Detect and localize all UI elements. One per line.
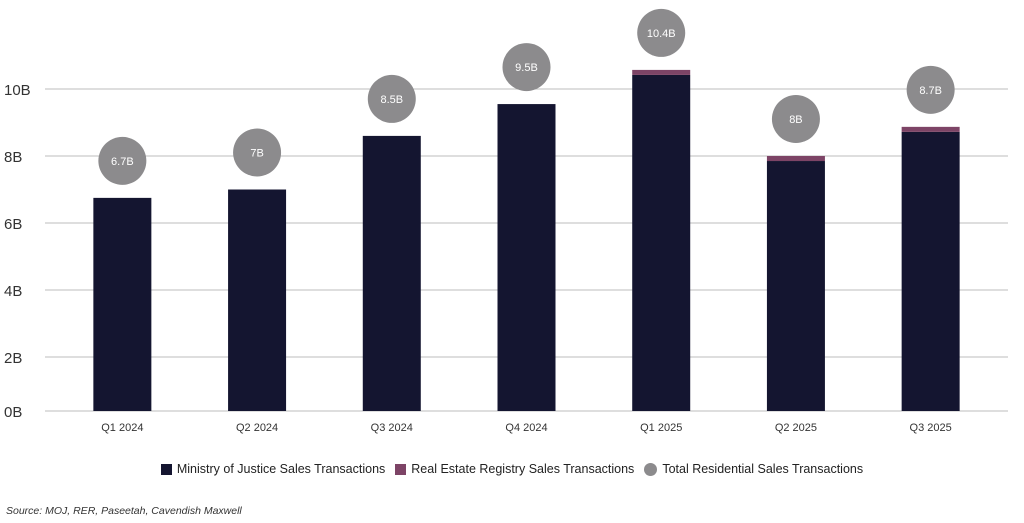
legend-item-moj[interactable]: Ministry of Justice Sales Transactions <box>160 462 386 476</box>
bar-moj <box>766 161 825 411</box>
legend: Ministry of Justice Sales Transactions R… <box>0 462 1024 476</box>
x-tick-label: Q3 2025 <box>910 422 952 434</box>
total-bubble <box>233 128 282 177</box>
y-tick-label: 10B <box>4 82 31 99</box>
y-tick-label: 2B <box>4 350 22 367</box>
y-tick-label: 0B <box>4 404 22 421</box>
bar-moj <box>362 135 421 411</box>
x-tick-label: Q3 2024 <box>371 422 413 434</box>
total-bubble <box>502 43 551 92</box>
total-label: 6.7B <box>111 156 134 168</box>
total-bubble <box>771 95 820 143</box>
bar-moj <box>228 189 287 411</box>
total-label: 8B <box>789 114 802 126</box>
total-bubble <box>98 136 147 185</box>
source-note: Source: MOJ, RER, Paseetah, Cavendish Ma… <box>6 505 242 517</box>
legend-label: Total Residential Sales Transactions <box>662 462 864 476</box>
x-tick-label: Q2 2025 <box>775 422 817 434</box>
legend-item-rer[interactable]: Real Estate Registry Sales Transactions <box>395 462 634 476</box>
bar-moj <box>93 197 152 411</box>
total-label: 10.4B <box>647 28 676 40</box>
legend-swatch-moj <box>160 463 172 475</box>
bar-rer <box>766 156 825 162</box>
y-tick-label: 6B <box>4 216 22 233</box>
bar-rer <box>632 69 691 75</box>
bar-moj <box>901 131 960 411</box>
y-tick-label: 4B <box>4 283 22 300</box>
bar-rer <box>901 126 960 132</box>
x-tick-label: Q2 2024 <box>236 422 278 434</box>
total-bubble <box>637 8 686 57</box>
bar-moj <box>632 74 691 412</box>
bar-moj <box>497 104 556 411</box>
total-label: 8.7B <box>919 85 942 97</box>
x-tick-label: Q1 2025 <box>640 422 682 434</box>
legend-swatch-total <box>644 462 658 476</box>
y-tick-label: 8B <box>4 149 22 166</box>
legend-label: Ministry of Justice Sales Transactions <box>176 462 386 476</box>
total-label: 8.5B <box>380 94 403 106</box>
legend-item-total[interactable]: Total Residential Sales Transactions <box>644 462 863 476</box>
x-tick-label: Q4 2024 <box>505 422 547 434</box>
total-label: 7B <box>250 148 263 160</box>
total-bubble <box>367 74 416 123</box>
legend-swatch-rer <box>395 463 407 475</box>
chart: 0B 2B 4B 6B 8B 10B 6.7B Q1 2024 7B Q2 2024 8.5B Q3 … <box>4 8 1008 434</box>
x-tick-label: Q1 2024 <box>101 422 143 434</box>
total-bubble <box>906 65 955 114</box>
legend-label: Real Estate Registry Sales Transactions <box>411 462 635 476</box>
total-label: 9.5B <box>515 62 538 74</box>
